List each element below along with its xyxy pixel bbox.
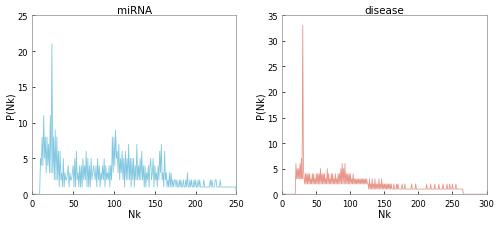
X-axis label: Nk: Nk bbox=[378, 209, 391, 219]
Y-axis label: P(Nk): P(Nk) bbox=[6, 92, 16, 119]
Title: disease: disease bbox=[364, 6, 405, 16]
Title: miRNA: miRNA bbox=[117, 6, 152, 16]
Y-axis label: P(Nk): P(Nk) bbox=[256, 92, 266, 119]
X-axis label: Nk: Nk bbox=[128, 209, 141, 219]
